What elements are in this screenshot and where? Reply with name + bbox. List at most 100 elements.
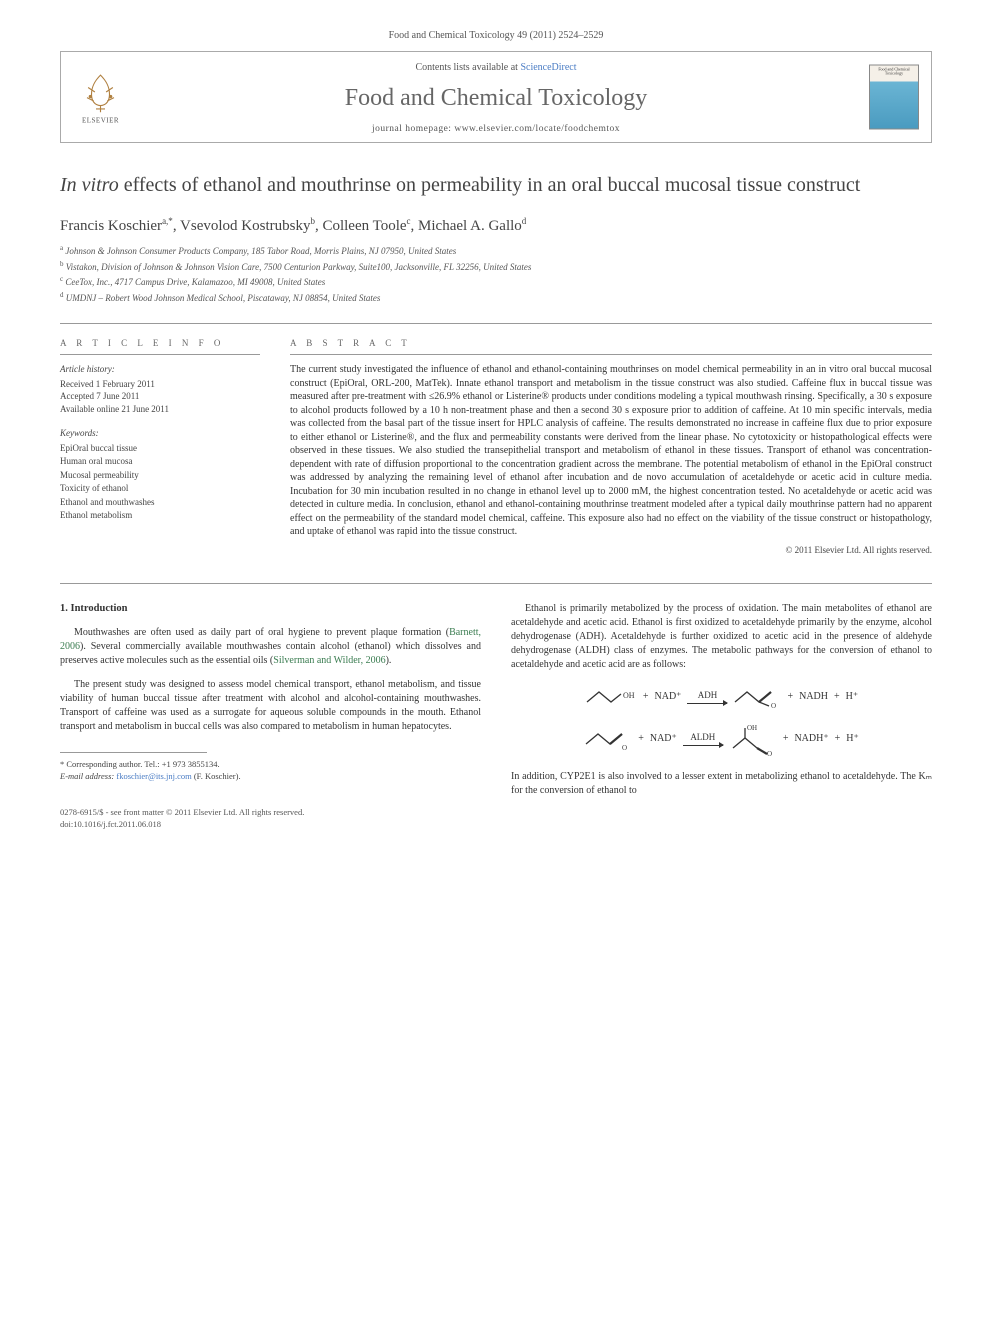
homepage-prefix: journal homepage: bbox=[372, 124, 454, 134]
body-paragraph: In addition, CYP2E1 is also involved to … bbox=[511, 770, 932, 798]
abstract-column: A B S T R A C T The current study invest… bbox=[290, 338, 932, 555]
nad-label: NAD⁺ bbox=[650, 732, 677, 746]
elsevier-logo: ELSEVIER bbox=[73, 65, 128, 130]
article-info-heading: A R T I C L E I N F O bbox=[60, 338, 260, 355]
affil-marker: a bbox=[60, 244, 63, 252]
para-text: ). bbox=[386, 655, 392, 666]
para-text: ). Several commercially available mouthw… bbox=[60, 641, 481, 666]
corr-email[interactable]: fkoschier@its.jnj.com bbox=[116, 771, 191, 781]
body-right-column: Ethanol is primarily metabolized by the … bbox=[511, 602, 932, 831]
keyword: Ethanol metabolism bbox=[60, 509, 260, 523]
h-label: H⁺ bbox=[846, 732, 859, 746]
affil-text: Johnson & Johnson Consumer Products Comp… bbox=[65, 246, 456, 256]
keyword: Ethanol and mouthwashes bbox=[60, 496, 260, 510]
intro-heading: 1. Introduction bbox=[60, 602, 481, 617]
journal-name: Food and Chemical Toxicology bbox=[81, 85, 911, 112]
reaction-row-1: OH + NAD⁺ ADH O + NADH + H⁺ bbox=[511, 686, 932, 708]
info-abstract-section: A R T I C L E I N F O Article history: R… bbox=[60, 323, 932, 555]
acetaldehyde-structure-icon: O bbox=[733, 686, 781, 708]
affiliations: a Johnson & Johnson Consumer Products Co… bbox=[60, 243, 932, 305]
title-italic: In vitro bbox=[60, 174, 119, 196]
body-paragraph: Ethanol is primarily metabolized by the … bbox=[511, 602, 932, 672]
reaction-row-2: O + NAD⁺ ALDH OH O + NADH⁺ + H⁺ bbox=[511, 722, 932, 756]
journal-homepage-line: journal homepage: www.elsevier.com/locat… bbox=[81, 124, 911, 134]
affil-text: UMDNJ – Robert Wood Johnson Medical Scho… bbox=[66, 293, 381, 303]
enzyme-label: ADH bbox=[698, 689, 718, 702]
body-paragraph: Mouthwashes are often used as daily part… bbox=[60, 626, 481, 668]
doi-line: doi:10.1016/j.fct.2011.06.018 bbox=[60, 819, 481, 831]
svg-text:O: O bbox=[767, 750, 772, 756]
inline-reference[interactable]: Silverman and Wilder, 2006 bbox=[273, 655, 385, 666]
journal-cover-thumbnail: Food and Chemical Toxicology bbox=[869, 65, 919, 130]
author-name: Francis Koschier bbox=[60, 218, 162, 234]
article-history: Article history: Received 1 February 201… bbox=[60, 363, 260, 415]
email-who: (F. Koschier). bbox=[194, 771, 241, 781]
front-matter-line: 0278-6915/$ - see front matter © 2011 El… bbox=[60, 807, 481, 819]
svg-text:O: O bbox=[622, 744, 627, 752]
homepage-url[interactable]: www.elsevier.com/locate/foodchemtox bbox=[454, 124, 620, 134]
plus-sign: + bbox=[643, 690, 649, 704]
author: Michael A. Gallod bbox=[418, 218, 526, 234]
footnote-separator bbox=[60, 752, 207, 753]
ethanol-structure-icon: OH bbox=[585, 686, 637, 708]
elsevier-label: ELSEVIER bbox=[82, 117, 119, 125]
citation: Food and Chemical Toxicology 49 (2011) 2… bbox=[60, 30, 932, 41]
affil-marker: c bbox=[60, 275, 63, 283]
affiliation: d UMDNJ – Robert Wood Johnson Medical Sc… bbox=[60, 290, 932, 306]
author-markers: a,* bbox=[162, 216, 173, 226]
reaction-arrow: ALDH bbox=[683, 731, 723, 746]
keywords-block: Keywords: EpiOral buccal tissue Human or… bbox=[60, 427, 260, 523]
plus-sign: + bbox=[834, 690, 840, 704]
svg-text:OH: OH bbox=[747, 724, 757, 732]
plus-sign: + bbox=[835, 732, 841, 746]
keyword: Human oral mucosa bbox=[60, 455, 260, 469]
article-info-column: A R T I C L E I N F O Article history: R… bbox=[60, 338, 260, 555]
nad-label: NAD⁺ bbox=[655, 690, 682, 704]
keywords-list: EpiOral buccal tissue Human oral mucosa … bbox=[60, 442, 260, 523]
keywords-label: Keywords: bbox=[60, 427, 260, 440]
nadh-label: NADH bbox=[799, 690, 828, 704]
keyword: Toxicity of ethanol bbox=[60, 482, 260, 496]
elsevier-tree-icon bbox=[78, 70, 123, 115]
plus-sign: + bbox=[638, 732, 644, 746]
body-left-column: 1. Introduction Mouthwashes are often us… bbox=[60, 602, 481, 831]
history-label: Article history: bbox=[60, 363, 260, 376]
online-date: Available online 21 June 2011 bbox=[60, 403, 260, 416]
author-name: Michael A. Gallo bbox=[418, 218, 522, 234]
enzyme-label: ALDH bbox=[690, 731, 715, 744]
affil-marker: b bbox=[60, 260, 64, 268]
affil-text: Vistakon, Division of Johnson & Johnson … bbox=[66, 262, 532, 272]
plus-sign: + bbox=[783, 732, 789, 746]
sciencedirect-link[interactable]: ScienceDirect bbox=[520, 62, 576, 73]
h-label: H⁺ bbox=[846, 690, 859, 704]
author: Colleen Toolec bbox=[322, 218, 410, 234]
affiliation: a Johnson & Johnson Consumer Products Co… bbox=[60, 243, 932, 259]
keyword: Mucosal permeability bbox=[60, 469, 260, 483]
corresponding-author-footnote: * Corresponding author. Tel.: +1 973 385… bbox=[60, 759, 481, 783]
corr-label: * Corresponding author. Tel.: +1 973 385… bbox=[60, 759, 481, 771]
svg-text:OH: OH bbox=[623, 691, 635, 700]
affil-text: CeeTox, Inc., 4717 Campus Drive, Kalamaz… bbox=[65, 277, 325, 287]
acetaldehyde-structure-icon: O bbox=[584, 726, 632, 752]
abstract-body: The current study investigated the influ… bbox=[290, 363, 932, 539]
author-markers: d bbox=[522, 216, 527, 226]
author-name: Colleen Toole bbox=[322, 218, 406, 234]
contents-prefix: Contents lists available at bbox=[415, 62, 520, 73]
acetic-acid-structure-icon: OH O bbox=[729, 722, 777, 756]
author: Vsevolod Kostrubskyb bbox=[180, 218, 315, 234]
author: Francis Koschiera,* bbox=[60, 218, 173, 234]
abstract-heading: A B S T R A C T bbox=[290, 338, 932, 355]
accepted-date: Accepted 7 June 2011 bbox=[60, 390, 260, 403]
email-label: E-mail address: bbox=[60, 771, 114, 781]
svg-text:O: O bbox=[771, 702, 776, 708]
abstract-copyright: © 2011 Elsevier Ltd. All rights reserved… bbox=[290, 545, 932, 555]
plus-sign: + bbox=[787, 690, 793, 704]
body-columns: 1. Introduction Mouthwashes are often us… bbox=[60, 583, 932, 831]
cover-title: Food and Chemical Toxicology bbox=[870, 66, 918, 79]
body-paragraph: The present study was designed to assess… bbox=[60, 678, 481, 734]
nadh-label: NADH⁺ bbox=[794, 732, 828, 746]
affiliation: b Vistakon, Division of Johnson & Johnso… bbox=[60, 259, 932, 275]
keyword: EpiOral buccal tissue bbox=[60, 442, 260, 456]
author-markers: c bbox=[407, 216, 411, 226]
doi-block: 0278-6915/$ - see front matter © 2011 El… bbox=[60, 807, 481, 831]
